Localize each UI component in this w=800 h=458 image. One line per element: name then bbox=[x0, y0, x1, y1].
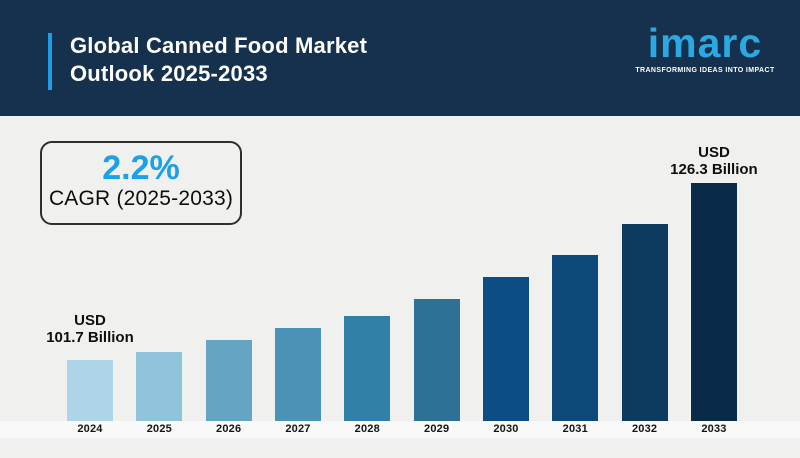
bar-2033 bbox=[690, 183, 737, 421]
page-title-line-2: Outlook 2025-2033 bbox=[70, 61, 268, 86]
header: Global Canned Food Market Outlook 2025-2… bbox=[0, 0, 800, 116]
chart-column-2025: 2025 bbox=[136, 352, 183, 437]
bar-2026 bbox=[205, 340, 252, 421]
bar-2028 bbox=[344, 316, 391, 421]
bar-2025 bbox=[136, 352, 183, 421]
chart-column-2024: USD 101.7 Billion 2024 bbox=[46, 312, 134, 437]
year-label-2032: 2032 bbox=[631, 423, 658, 435]
value-label-2024: USD 101.7 Billion bbox=[46, 312, 134, 346]
bar-2024 bbox=[67, 360, 113, 421]
chart-column-2026: 2026 bbox=[205, 340, 252, 437]
chart-column-2031: 2031 bbox=[552, 255, 599, 437]
chart-column-2029: 2029 bbox=[413, 299, 460, 437]
chart-column-2033: USD 126.3 Billion 2033 bbox=[670, 144, 758, 437]
page-title: Global Canned Food Market Outlook 2025-2… bbox=[70, 32, 367, 88]
year-label-2033: 2033 bbox=[701, 423, 727, 435]
title-accent-bar bbox=[48, 33, 52, 90]
chart-column-2027: 2027 bbox=[274, 328, 321, 437]
bar-2029 bbox=[413, 299, 460, 421]
value-label-2033: USD 126.3 Billion bbox=[670, 144, 758, 178]
logo-tagline: TRANSFORMING IDEAS INTO IMPACT bbox=[635, 67, 775, 74]
bar-2030 bbox=[482, 277, 529, 421]
year-label-2031: 2031 bbox=[562, 423, 588, 435]
bar-2031 bbox=[552, 255, 599, 421]
year-label-2028: 2028 bbox=[354, 423, 380, 435]
page-title-line-1: Global Canned Food Market bbox=[70, 33, 368, 58]
bar-2027 bbox=[274, 328, 321, 421]
axis-band bbox=[0, 421, 800, 438]
chart-column-2032: 2032 bbox=[621, 224, 668, 437]
year-label-2024: 2024 bbox=[77, 423, 103, 435]
year-label-2029: 2029 bbox=[424, 423, 450, 435]
logo-wordmark: imarc bbox=[647, 20, 763, 66]
chart-column-2030: 2030 bbox=[482, 277, 529, 437]
chart-column-2028: 2028 bbox=[344, 316, 391, 437]
cagr-callout: 2.2% CAGR (2025-2033) bbox=[40, 141, 242, 225]
year-label-2026: 2026 bbox=[216, 423, 242, 435]
year-label-2030: 2030 bbox=[493, 423, 519, 435]
cagr-value: 2.2% bbox=[102, 149, 180, 187]
imarc-logo: imarc TRANSFORMING IDEAS INTO IMPACT bbox=[630, 22, 780, 74]
year-label-2027: 2027 bbox=[285, 423, 311, 435]
bar-2032 bbox=[621, 224, 668, 421]
year-label-2025: 2025 bbox=[146, 423, 172, 435]
cagr-label: CAGR (2025-2033) bbox=[48, 187, 234, 210]
bar-chart: USD 101.7 Billion 2024 2025 2026 2027 2028 2029… bbox=[46, 137, 758, 437]
